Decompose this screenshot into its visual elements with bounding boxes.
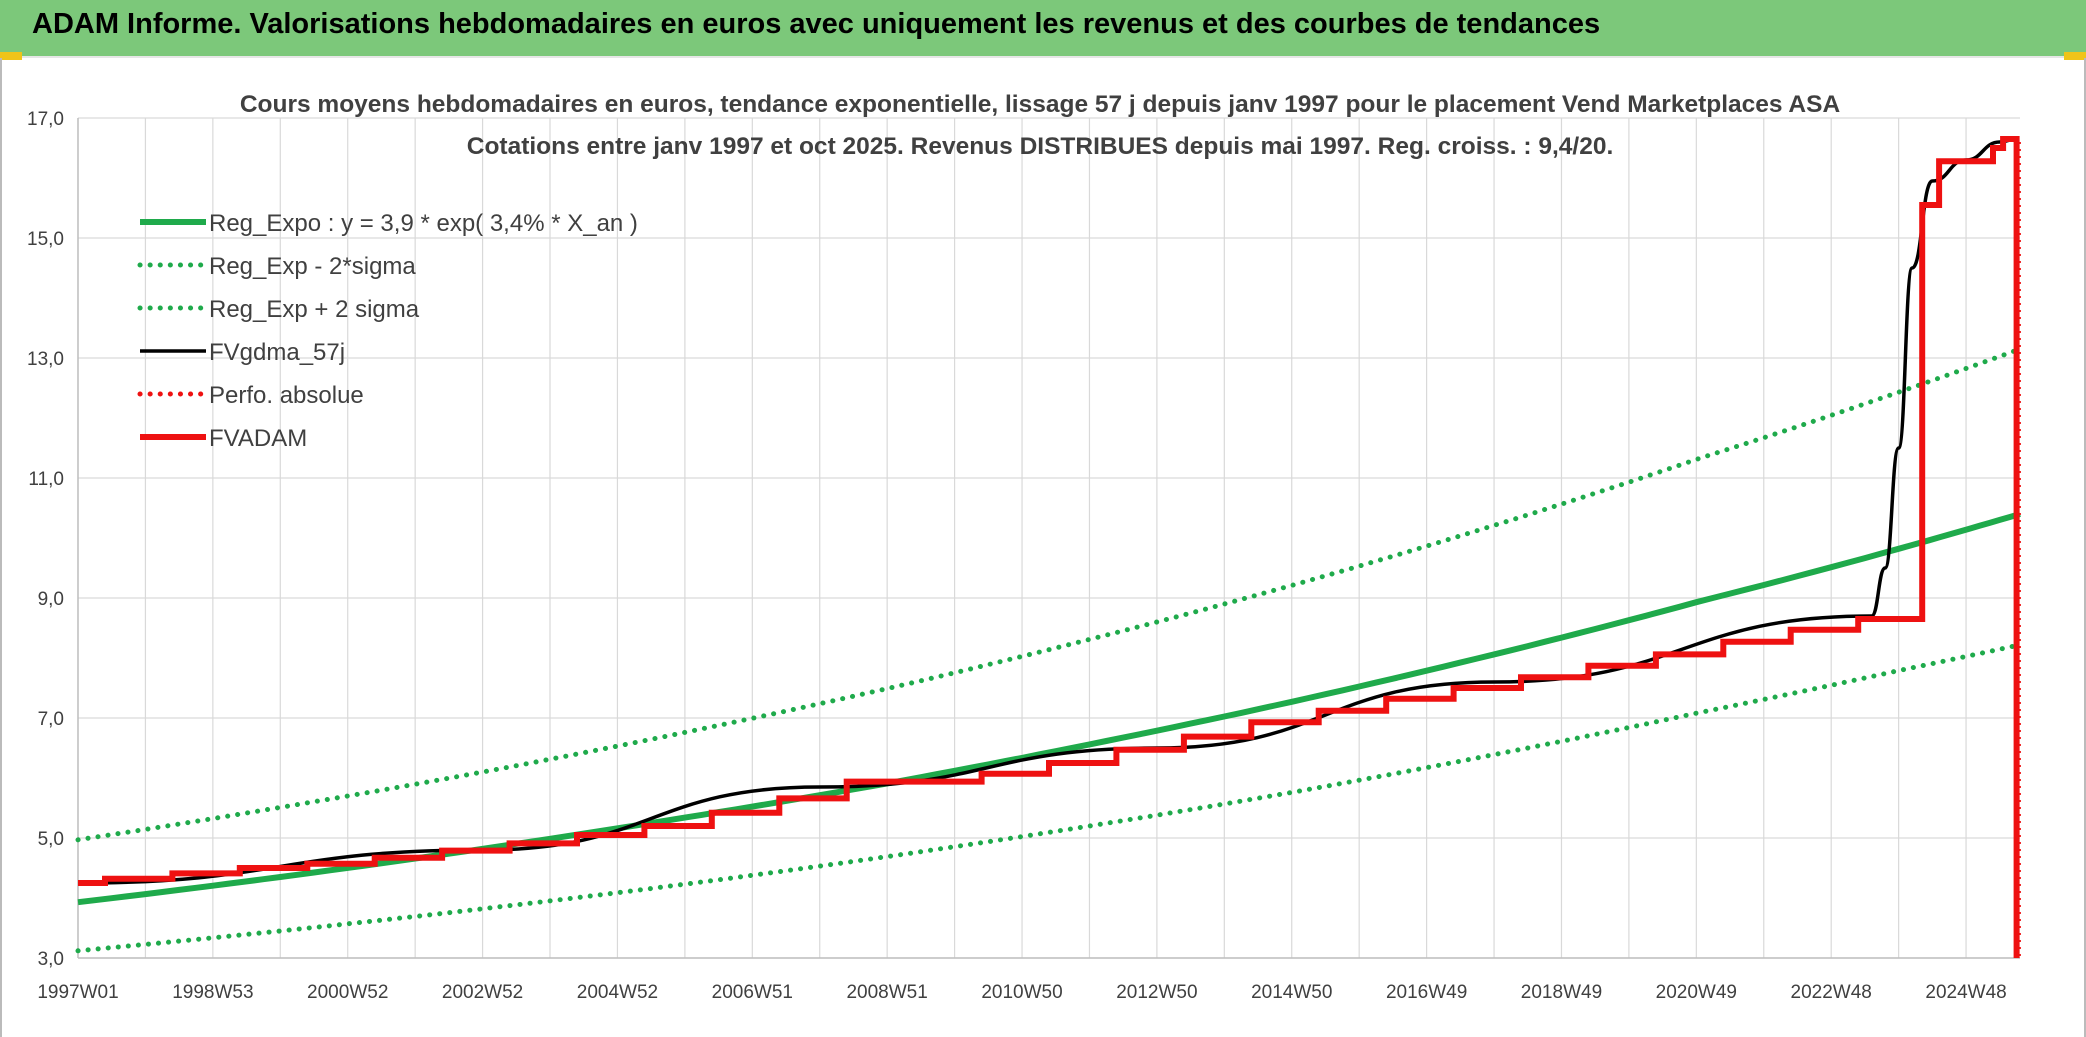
y-tick-label: 13,0 [27, 349, 64, 370]
y-tick-label: 9,0 [38, 589, 64, 610]
legend-label: Reg_Exp + 2 sigma [209, 296, 420, 323]
x-tick-label: 2022W48 [1791, 982, 1872, 1003]
x-tick-label: 2024W48 [1925, 982, 2006, 1003]
x-tick-label: 2016W49 [1386, 982, 1467, 1003]
series-line-0 [77, 511, 2021, 906]
x-tick-label: 2018W49 [1521, 982, 1602, 1003]
x-tick-label: 2002W52 [442, 982, 523, 1003]
legend-label: Reg_Exp - 2*sigma [209, 253, 416, 280]
x-tick-label: 2012W50 [1116, 982, 1197, 1003]
legend-entry: FVgdma_57j [140, 339, 345, 366]
x-tick-label: 1997W01 [37, 982, 118, 1003]
y-tick-label: 5,0 [38, 829, 64, 850]
chart-grid [77, 117, 2020, 959]
chart-title: Cours moyens hebdomadaires en euros, ten… [240, 91, 1841, 118]
corner-marker-right [2064, 52, 2086, 60]
x-tick-label: 2010W50 [981, 982, 1062, 1003]
chart-series [75, 136, 2023, 958]
legend-label: Perfo. absolue [209, 382, 364, 409]
series-line-4 [78, 136, 2020, 958]
x-tick-label: 1998W53 [172, 982, 253, 1003]
chart-frame [0, 58, 2086, 1037]
legend-label: FVADAM [209, 425, 307, 452]
report-banner: ADAM Informe. Valorisations hebdomadaire… [0, 0, 2086, 58]
legend-entry: Reg_Expo : y = 3,9 * exp( 3,4% * X_an ) [140, 210, 638, 237]
x-tick-label: 2014W50 [1251, 982, 1332, 1003]
x-tick-label: 2006W51 [712, 982, 793, 1003]
legend-entry: Reg_Exp + 2 sigma [137, 296, 420, 323]
legend-label: FVgdma_57j [209, 339, 345, 366]
chart-legend: Reg_Expo : y = 3,9 * exp( 3,4% * X_an ) R… [137, 210, 638, 452]
corner-marker-left [0, 52, 22, 60]
y-tick-label: 3,0 [38, 949, 64, 970]
series-line-1 [75, 642, 2023, 954]
x-tick-label: 2000W52 [307, 982, 388, 1003]
report-title: ADAM Informe. Valorisations hebdomadaire… [32, 8, 1601, 40]
x-tick-label: 2008W51 [846, 982, 927, 1003]
legend-label: Reg_Expo : y = 3,9 * exp( 3,4% * X_an ) [209, 210, 638, 237]
series-line-2 [75, 346, 2023, 843]
y-tick-label: 11,0 [28, 469, 64, 490]
x-tick-label: 2020W49 [1656, 982, 1737, 1003]
x-tick-label: 2004W52 [577, 982, 658, 1003]
legend-entry: FVADAM [140, 425, 307, 452]
y-tick-label: 15,0 [27, 229, 64, 250]
y-tick-label: 7,0 [38, 709, 64, 730]
chart-subtitle: Cotations entre janv 1997 et oct 2025. R… [467, 133, 1614, 160]
legend-entry: Perfo. absolue [137, 382, 364, 409]
legend-entry: Reg_Exp - 2*sigma [137, 253, 416, 280]
chart-axes: 3,0 5,0 7,0 9,0 11,0 13,0 15,0 17,0 1997W01 1998W… [27, 109, 2020, 1003]
y-tick-label: 17,0 [27, 109, 64, 130]
